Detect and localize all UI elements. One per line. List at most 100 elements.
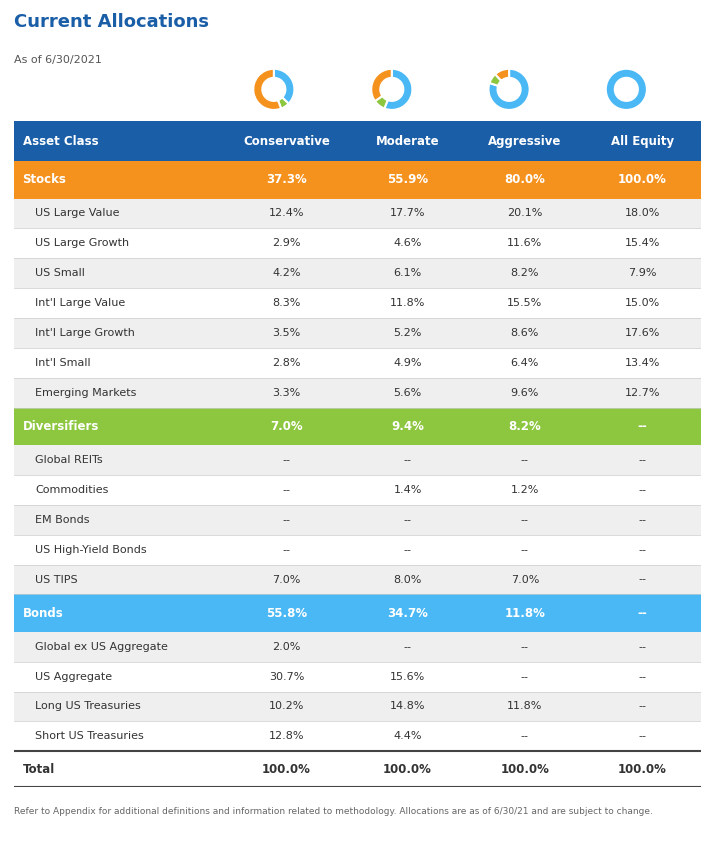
Text: 80.0%: 80.0% bbox=[504, 174, 546, 186]
Text: --: -- bbox=[521, 671, 529, 682]
Text: 12.4%: 12.4% bbox=[269, 208, 304, 219]
Text: --: -- bbox=[282, 545, 290, 555]
Text: --: -- bbox=[638, 731, 646, 741]
Text: --: -- bbox=[637, 607, 647, 620]
Text: 7.0%: 7.0% bbox=[511, 574, 539, 585]
FancyBboxPatch shape bbox=[14, 662, 701, 692]
Text: Emerging Markets: Emerging Markets bbox=[35, 388, 137, 397]
Text: 9.4%: 9.4% bbox=[391, 420, 424, 433]
Text: Int'l Small: Int'l Small bbox=[35, 358, 91, 368]
FancyBboxPatch shape bbox=[14, 722, 701, 751]
FancyBboxPatch shape bbox=[14, 161, 701, 198]
Text: Commodities: Commodities bbox=[35, 485, 108, 495]
Text: US TIPS: US TIPS bbox=[35, 574, 77, 585]
Text: As of 6/30/2021: As of 6/30/2021 bbox=[14, 54, 102, 65]
Text: 17.6%: 17.6% bbox=[624, 328, 660, 338]
FancyBboxPatch shape bbox=[14, 288, 701, 318]
Text: 11.6%: 11.6% bbox=[507, 238, 543, 248]
Text: 8.2%: 8.2% bbox=[511, 268, 539, 278]
Text: Diversifiers: Diversifiers bbox=[23, 420, 99, 433]
Text: 11.8%: 11.8% bbox=[390, 298, 425, 308]
Text: US Large Growth: US Large Growth bbox=[35, 238, 129, 248]
Text: 15.0%: 15.0% bbox=[624, 298, 660, 308]
Text: 4.6%: 4.6% bbox=[393, 238, 422, 248]
Text: 6.1%: 6.1% bbox=[393, 268, 422, 278]
Text: 55.8%: 55.8% bbox=[266, 607, 307, 620]
Text: 9.6%: 9.6% bbox=[511, 388, 539, 397]
Text: --: -- bbox=[403, 455, 412, 465]
Text: Asset Class: Asset Class bbox=[23, 134, 98, 147]
Text: 20.1%: 20.1% bbox=[507, 208, 543, 219]
Text: 37.3%: 37.3% bbox=[266, 174, 307, 186]
Text: 2.8%: 2.8% bbox=[272, 358, 301, 368]
FancyBboxPatch shape bbox=[14, 505, 701, 534]
Text: 13.4%: 13.4% bbox=[624, 358, 660, 368]
Text: 8.6%: 8.6% bbox=[511, 328, 539, 338]
Wedge shape bbox=[278, 97, 289, 109]
Text: --: -- bbox=[638, 701, 646, 711]
Wedge shape bbox=[606, 69, 647, 110]
Text: 30.7%: 30.7% bbox=[269, 671, 304, 682]
Text: 100.0%: 100.0% bbox=[383, 762, 432, 776]
Text: US Aggregate: US Aggregate bbox=[35, 671, 112, 682]
Text: Int'l Large Value: Int'l Large Value bbox=[35, 298, 125, 308]
Text: 6.4%: 6.4% bbox=[511, 358, 539, 368]
Text: --: -- bbox=[637, 420, 647, 433]
Text: 4.9%: 4.9% bbox=[393, 358, 422, 368]
Text: 5.6%: 5.6% bbox=[393, 388, 422, 397]
Text: 100.0%: 100.0% bbox=[262, 762, 311, 776]
Text: --: -- bbox=[521, 642, 529, 652]
Text: 15.4%: 15.4% bbox=[624, 238, 660, 248]
Text: --: -- bbox=[403, 642, 412, 652]
FancyBboxPatch shape bbox=[14, 408, 701, 445]
Text: Long US Treasuries: Long US Treasuries bbox=[35, 701, 141, 711]
Text: --: -- bbox=[638, 485, 646, 495]
FancyBboxPatch shape bbox=[14, 475, 701, 505]
Text: 8.3%: 8.3% bbox=[272, 298, 300, 308]
Text: --: -- bbox=[638, 545, 646, 555]
FancyBboxPatch shape bbox=[14, 228, 701, 259]
Text: Short US Treasuries: Short US Treasuries bbox=[35, 731, 144, 741]
Wedge shape bbox=[371, 69, 392, 101]
Wedge shape bbox=[385, 69, 413, 110]
FancyBboxPatch shape bbox=[14, 751, 701, 787]
Text: Aggressive: Aggressive bbox=[488, 134, 561, 147]
FancyBboxPatch shape bbox=[14, 534, 701, 564]
Text: 17.7%: 17.7% bbox=[390, 208, 425, 219]
Text: 2.0%: 2.0% bbox=[272, 642, 300, 652]
Text: 10.2%: 10.2% bbox=[269, 701, 304, 711]
Wedge shape bbox=[495, 69, 509, 81]
Text: US Large Value: US Large Value bbox=[35, 208, 119, 219]
Text: Current Allocations: Current Allocations bbox=[14, 13, 209, 31]
Text: 14.8%: 14.8% bbox=[390, 701, 425, 711]
Text: --: -- bbox=[521, 455, 529, 465]
Text: 7.0%: 7.0% bbox=[272, 574, 300, 585]
Text: 5.2%: 5.2% bbox=[393, 328, 422, 338]
Text: --: -- bbox=[638, 515, 646, 525]
FancyBboxPatch shape bbox=[14, 121, 701, 161]
Text: --: -- bbox=[282, 455, 290, 465]
Wedge shape bbox=[274, 69, 295, 104]
Text: EM Bonds: EM Bonds bbox=[35, 515, 89, 525]
Text: --: -- bbox=[638, 455, 646, 465]
Text: Conservative: Conservative bbox=[243, 134, 330, 147]
FancyBboxPatch shape bbox=[14, 445, 701, 475]
Text: --: -- bbox=[282, 485, 290, 495]
Text: 15.5%: 15.5% bbox=[507, 298, 543, 308]
FancyBboxPatch shape bbox=[14, 378, 701, 408]
Text: 4.4%: 4.4% bbox=[393, 731, 422, 741]
Text: 11.8%: 11.8% bbox=[507, 701, 543, 711]
Text: 12.7%: 12.7% bbox=[624, 388, 660, 397]
Text: Total: Total bbox=[23, 762, 55, 776]
Text: 4.2%: 4.2% bbox=[272, 268, 301, 278]
Text: --: -- bbox=[282, 515, 290, 525]
Text: --: -- bbox=[638, 574, 646, 585]
FancyBboxPatch shape bbox=[14, 348, 701, 378]
FancyBboxPatch shape bbox=[14, 692, 701, 722]
Text: All Equity: All Equity bbox=[611, 134, 674, 147]
Text: 8.0%: 8.0% bbox=[393, 574, 422, 585]
Text: 55.9%: 55.9% bbox=[387, 174, 428, 186]
Text: US High-Yield Bonds: US High-Yield Bonds bbox=[35, 545, 147, 555]
FancyBboxPatch shape bbox=[14, 318, 701, 348]
Text: --: -- bbox=[403, 515, 412, 525]
